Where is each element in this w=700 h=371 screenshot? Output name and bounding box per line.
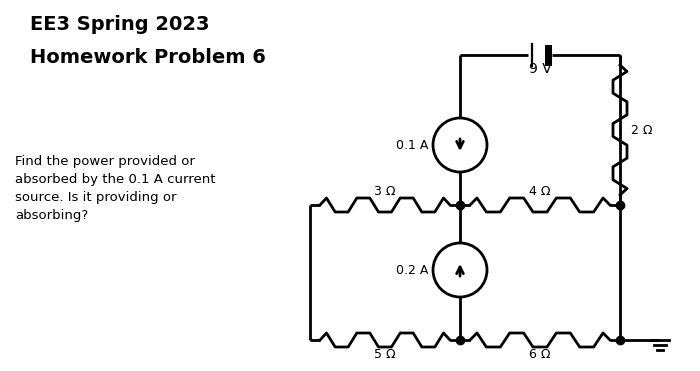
- Text: 6 Ω: 6 Ω: [529, 348, 551, 361]
- Text: EE3 Spring 2023: EE3 Spring 2023: [30, 15, 209, 34]
- Text: 0.2 A: 0.2 A: [395, 263, 428, 276]
- Text: 4 Ω: 4 Ω: [529, 184, 551, 197]
- Text: 3 Ω: 3 Ω: [374, 184, 395, 197]
- Text: Homework Problem 6: Homework Problem 6: [30, 48, 266, 67]
- Text: 2 Ω: 2 Ω: [631, 124, 652, 137]
- Text: Find the power provided or
absorbed by the 0.1 A current
source. Is it providing: Find the power provided or absorbed by t…: [15, 155, 216, 222]
- Text: 5 Ω: 5 Ω: [374, 348, 395, 361]
- Text: 0.1 A: 0.1 A: [395, 138, 428, 151]
- Text: 9 V: 9 V: [528, 62, 552, 76]
